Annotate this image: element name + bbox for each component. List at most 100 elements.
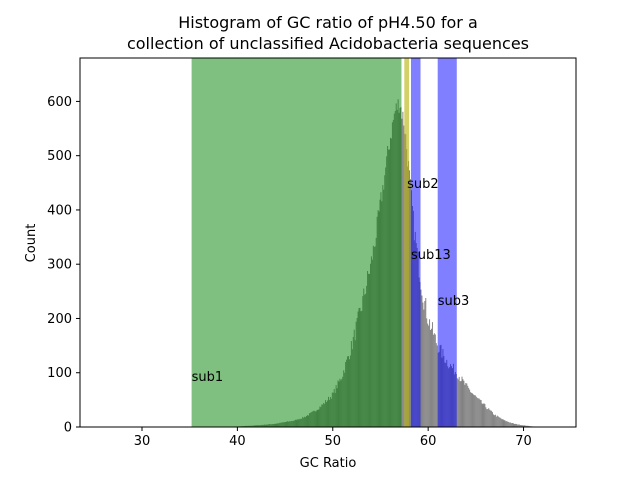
x-axis-ticks: 30 40 50 60 70	[134, 427, 532, 449]
histogram-bar	[487, 409, 489, 427]
y-tick-label: 500	[47, 149, 72, 164]
histogram-bar	[507, 421, 509, 427]
histogram-bar	[426, 318, 428, 427]
y-tick-label: 400	[47, 203, 72, 218]
histogram-bar	[501, 419, 503, 427]
histogram-bar	[526, 425, 528, 427]
histogram-bar	[490, 410, 492, 427]
y-tick-label: 100	[47, 366, 72, 381]
region-sub1	[191, 58, 402, 427]
histogram-bar	[495, 416, 497, 427]
histogram-bar	[430, 329, 432, 427]
histogram-bar	[517, 424, 519, 427]
histogram-bar	[460, 381, 462, 427]
histogram-bar	[401, 118, 403, 427]
histogram-bar	[409, 170, 411, 427]
histogram-bar	[516, 424, 518, 427]
histogram-bar	[476, 397, 478, 427]
histogram-bar	[504, 420, 506, 427]
histogram-bar	[500, 418, 502, 427]
histogram-bar	[478, 398, 480, 427]
histogram-bar	[435, 343, 437, 427]
histogram-bar	[422, 302, 424, 427]
histogram-bar	[493, 415, 495, 427]
region-sub13	[410, 58, 421, 427]
histogram-bar	[511, 423, 513, 427]
chart-title-line-2: collection of unclassified Acidobacteria…	[127, 34, 529, 53]
histogram-bar	[465, 382, 467, 427]
histogram-bar	[464, 384, 466, 427]
histogram-bar	[493, 414, 494, 427]
histogram-bar	[420, 289, 422, 427]
histogram-bar	[473, 395, 475, 427]
y-tick-label: 200	[47, 312, 72, 327]
histogram-bar	[402, 111, 404, 428]
histogram-bar	[510, 422, 512, 427]
histogram-bar	[425, 298, 427, 427]
histogram-bar	[429, 319, 431, 427]
histogram-bar	[488, 408, 490, 427]
y-axis-label: Count	[24, 224, 39, 263]
histogram-bar	[431, 328, 432, 427]
x-tick-label: 40	[229, 434, 246, 449]
plot-frame	[79, 57, 577, 428]
histogram-bar	[505, 421, 507, 427]
histogram-bar	[515, 423, 517, 427]
histogram-bar	[512, 422, 514, 427]
histogram-bar	[457, 379, 459, 427]
x-tick-label: 70	[515, 434, 532, 449]
histogram-bar	[424, 301, 426, 427]
histogram-bar	[474, 395, 476, 427]
region-sub2	[404, 58, 410, 427]
histogram-bar	[433, 333, 435, 427]
region-label-sub1: sub1	[192, 370, 224, 385]
histogram-bar	[484, 404, 486, 427]
histogram-bar	[459, 381, 461, 427]
histogram-bar	[509, 422, 511, 427]
histogram-bar	[502, 419, 504, 427]
histogram-bar	[498, 417, 500, 427]
subgroup-regions	[191, 58, 457, 427]
histogram-bar	[410, 179, 411, 427]
x-tick-label: 30	[134, 434, 151, 449]
histogram-bar	[463, 380, 465, 427]
histogram-bar	[491, 410, 493, 427]
histogram-bar	[489, 409, 491, 427]
histogram-bar	[508, 422, 510, 427]
histogram-bar	[461, 376, 463, 427]
x-axis-label: GC Ratio	[300, 456, 357, 471]
histogram-bar	[434, 334, 436, 427]
histogram-bar	[514, 423, 516, 427]
histogram-bar	[481, 403, 483, 427]
histogram-bar	[496, 415, 498, 427]
histogram-bar	[436, 345, 438, 427]
histogram-bar	[468, 387, 470, 427]
histogram-bar	[475, 396, 477, 427]
region-label-sub13: sub13	[411, 248, 451, 263]
histogram-bar	[482, 404, 484, 427]
histogram-bar	[423, 309, 425, 427]
histogram-bar	[499, 417, 501, 427]
region-sub3	[437, 58, 457, 427]
histogram-bar	[522, 425, 524, 427]
histogram-bar	[518, 424, 520, 427]
histogram-bar	[514, 423, 515, 427]
histogram-bar	[519, 425, 521, 427]
histogram-bar	[472, 394, 474, 427]
histogram-bar	[528, 425, 530, 427]
chart-title-line-1: Histogram of GC ratio of pH4.50 for a	[178, 13, 478, 32]
histogram-bar	[458, 376, 460, 427]
histogram-bar	[483, 403, 485, 427]
histogram-bar	[403, 125, 405, 428]
histogram-bar	[467, 385, 469, 427]
histogram-bar	[513, 423, 514, 427]
x-tick-label: 50	[324, 434, 341, 449]
subgroup-labels: sub1 sub2 sub13 sub3	[192, 177, 470, 385]
histogram-bar	[521, 425, 523, 427]
x-tick-label: 60	[420, 434, 437, 449]
y-tick-label: 600	[47, 95, 72, 110]
y-tick-label: 300	[47, 258, 72, 273]
histogram-bar	[492, 412, 494, 427]
histogram-bar	[520, 425, 522, 427]
